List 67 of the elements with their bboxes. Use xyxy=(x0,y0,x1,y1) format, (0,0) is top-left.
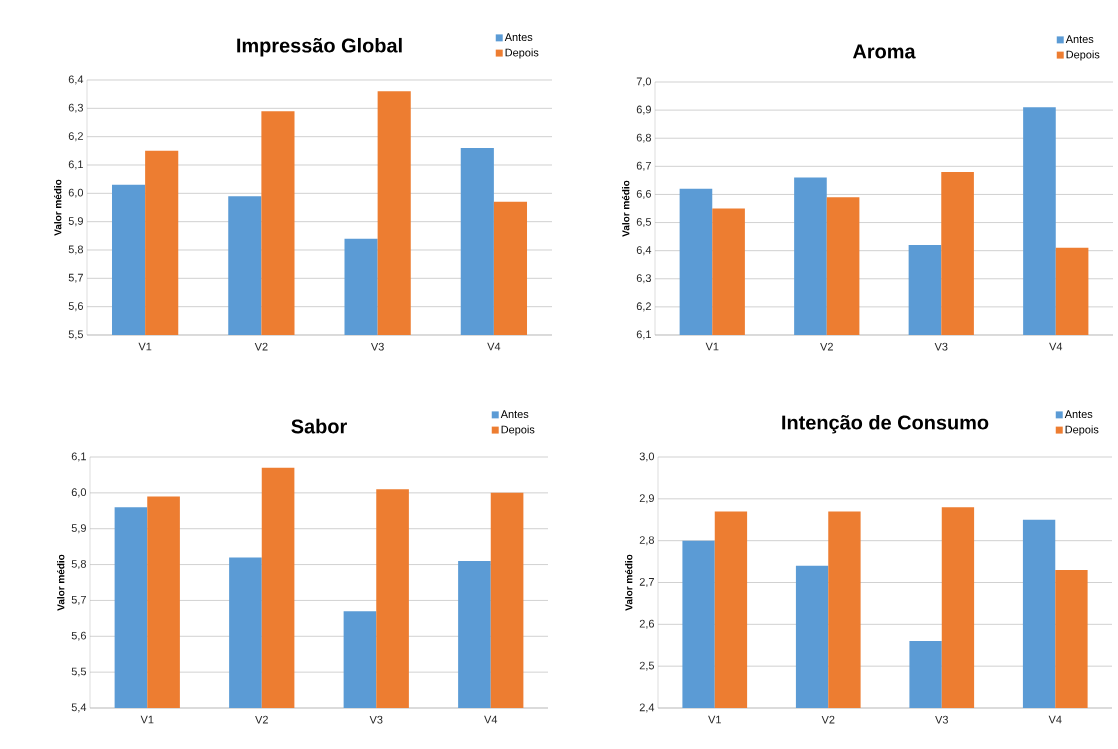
y-tick-label: 5,5 xyxy=(68,330,84,340)
y-tick-label: 5,6 xyxy=(71,631,86,641)
y-tick-label: 6,1 xyxy=(636,330,651,340)
y-tick-label: 6,0 xyxy=(68,188,84,198)
legend-label: Depois xyxy=(1066,50,1100,61)
y-tick-label: 6,9 xyxy=(636,105,651,115)
x-tick-label: V3 xyxy=(934,342,948,351)
y-tick-label: 3,0 xyxy=(639,452,655,462)
y-tick-label: 5,7 xyxy=(68,273,83,283)
legend-label: Antes xyxy=(1065,35,1094,44)
x-tick-label: V4 xyxy=(484,715,498,724)
x-tick-label: V3 xyxy=(370,342,384,351)
x-tick-label: V2 xyxy=(254,342,268,351)
y-tick-label: 5,9 xyxy=(71,524,86,534)
chart-title: Intenção de Consumo xyxy=(782,414,989,434)
x-tick-label: V3 xyxy=(935,715,948,724)
chart-title: Aroma xyxy=(852,44,916,59)
y-tick-label: 2,5 xyxy=(639,661,655,671)
y-tick-label: 6,6 xyxy=(636,189,651,199)
y-tick-label: 2,6 xyxy=(639,619,654,629)
y-tick-label: 2,8 xyxy=(639,536,654,546)
x-tick-label: V1 xyxy=(705,342,719,351)
legend-label: Depois xyxy=(501,425,535,436)
x-tick-label: V1 xyxy=(140,715,154,724)
chart-title: Sabor xyxy=(291,418,347,434)
y-tick-label: 5,7 xyxy=(71,595,86,605)
y-tick-label: 6,3 xyxy=(636,274,651,284)
y-tick-label: 6,3 xyxy=(68,103,83,113)
x-tick-label: V2 xyxy=(820,342,833,351)
legend-label: Depois xyxy=(1065,425,1099,436)
chart-title: Impressão Global xyxy=(237,37,402,57)
x-tick-label: V4 xyxy=(1048,715,1062,724)
legend-label: Antes xyxy=(1064,410,1093,419)
legend-label: Depois xyxy=(505,48,539,59)
y-tick-label: 6,4 xyxy=(68,75,84,85)
y-tick-label: 6,2 xyxy=(636,302,651,312)
y-tick-label: 5,6 xyxy=(68,302,83,312)
y-tick-label: 5,5 xyxy=(71,667,87,677)
y-tick-label: 6,5 xyxy=(636,218,652,228)
x-tick-label: V2 xyxy=(821,715,835,724)
x-tick-label: V1 xyxy=(708,715,721,724)
y-tick-label: 2,9 xyxy=(639,494,654,504)
y-tick-label: 7,0 xyxy=(636,77,652,87)
y-tick-label: 6,8 xyxy=(636,133,651,143)
x-tick-label: V2 xyxy=(255,715,268,724)
y-axis-title: Valor médio xyxy=(57,554,65,611)
y-axis-title: Valor médio xyxy=(625,554,633,611)
y-tick-label: 6,1 xyxy=(68,160,83,170)
y-axis-title: Valor médio xyxy=(54,179,62,236)
y-tick-label: 5,8 xyxy=(71,560,86,570)
y-tick-label: 6,4 xyxy=(636,246,652,256)
x-tick-label: V1 xyxy=(138,342,152,351)
y-tick-label: 5,9 xyxy=(68,217,83,227)
legend-label: Antes xyxy=(500,410,529,419)
y-tick-label: 6,0 xyxy=(71,488,87,498)
x-tick-label: V4 xyxy=(1049,342,1063,351)
y-axis-title: Valor médio xyxy=(622,180,630,237)
y-tick-label: 2,7 xyxy=(639,577,654,588)
y-tick-label: 5,4 xyxy=(71,703,87,713)
x-tick-label: V3 xyxy=(369,715,383,724)
y-tick-label: 6,1 xyxy=(71,452,86,462)
legend-label: Antes xyxy=(504,33,533,41)
y-tick-label: 2,4 xyxy=(639,703,655,713)
x-tick-label: V4 xyxy=(487,342,501,351)
y-tick-label: 5,8 xyxy=(68,245,83,255)
y-tick-label: 6,2 xyxy=(68,132,83,142)
y-tick-label: 6,7 xyxy=(636,161,651,171)
